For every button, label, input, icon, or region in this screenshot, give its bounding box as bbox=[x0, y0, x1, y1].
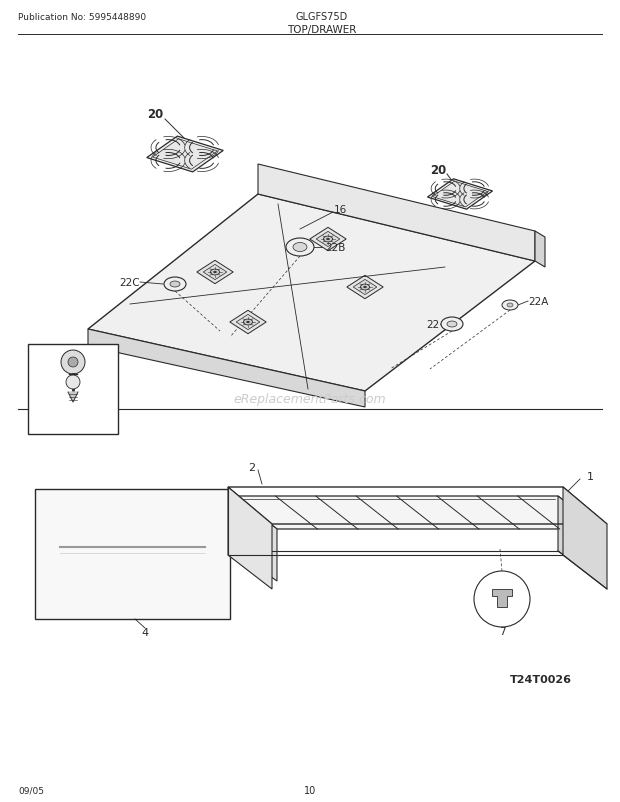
Text: 22A: 22A bbox=[528, 297, 548, 306]
Polygon shape bbox=[88, 330, 365, 407]
Text: GLGFS75D: GLGFS75D bbox=[296, 12, 348, 22]
Ellipse shape bbox=[324, 237, 332, 243]
Polygon shape bbox=[197, 261, 233, 285]
Text: 4: 4 bbox=[141, 627, 149, 638]
Text: 7: 7 bbox=[498, 626, 505, 636]
Text: 16: 16 bbox=[334, 205, 347, 215]
Text: 10: 10 bbox=[304, 785, 316, 795]
Text: 88: 88 bbox=[45, 350, 61, 359]
Ellipse shape bbox=[507, 304, 513, 308]
Polygon shape bbox=[492, 589, 512, 607]
Polygon shape bbox=[427, 180, 492, 210]
Text: 2: 2 bbox=[249, 463, 255, 472]
Polygon shape bbox=[432, 182, 488, 208]
Polygon shape bbox=[535, 232, 545, 268]
Text: 20: 20 bbox=[147, 108, 163, 121]
Ellipse shape bbox=[293, 243, 307, 252]
Ellipse shape bbox=[441, 318, 463, 331]
Text: 20: 20 bbox=[430, 164, 446, 176]
Text: 22: 22 bbox=[427, 320, 440, 330]
Polygon shape bbox=[203, 265, 227, 280]
Polygon shape bbox=[68, 392, 78, 403]
Ellipse shape bbox=[244, 320, 252, 326]
Polygon shape bbox=[35, 489, 230, 619]
Ellipse shape bbox=[286, 239, 314, 257]
Polygon shape bbox=[147, 137, 223, 172]
Polygon shape bbox=[88, 195, 535, 391]
Polygon shape bbox=[558, 496, 600, 581]
Polygon shape bbox=[563, 488, 607, 589]
Polygon shape bbox=[230, 311, 266, 334]
Ellipse shape bbox=[327, 239, 329, 241]
Ellipse shape bbox=[360, 285, 370, 290]
Text: 22B: 22B bbox=[325, 243, 345, 253]
Polygon shape bbox=[235, 496, 277, 581]
Polygon shape bbox=[310, 228, 346, 251]
Text: 22C: 22C bbox=[120, 277, 140, 288]
Ellipse shape bbox=[363, 286, 366, 289]
Polygon shape bbox=[153, 140, 218, 170]
Text: Publication No: 5995448890: Publication No: 5995448890 bbox=[18, 13, 146, 22]
Text: 1: 1 bbox=[587, 472, 593, 481]
Text: TOP/DRAWER: TOP/DRAWER bbox=[287, 25, 356, 35]
Ellipse shape bbox=[210, 269, 219, 276]
Ellipse shape bbox=[502, 301, 518, 310]
Circle shape bbox=[474, 571, 530, 627]
Ellipse shape bbox=[247, 322, 249, 323]
Polygon shape bbox=[235, 496, 600, 529]
Ellipse shape bbox=[213, 272, 216, 273]
Text: eReplacementParts.com: eReplacementParts.com bbox=[234, 393, 386, 406]
Ellipse shape bbox=[164, 277, 186, 292]
Polygon shape bbox=[347, 276, 383, 299]
Polygon shape bbox=[316, 232, 340, 247]
Polygon shape bbox=[236, 315, 260, 330]
Ellipse shape bbox=[170, 282, 180, 288]
Circle shape bbox=[68, 358, 78, 367]
Polygon shape bbox=[353, 280, 377, 295]
Text: T24T0026: T24T0026 bbox=[510, 674, 572, 684]
Text: 09/05: 09/05 bbox=[18, 785, 44, 795]
Ellipse shape bbox=[447, 322, 457, 327]
Polygon shape bbox=[228, 488, 272, 589]
Bar bbox=[28, 345, 118, 435]
Circle shape bbox=[66, 375, 80, 390]
Polygon shape bbox=[258, 164, 535, 261]
Circle shape bbox=[61, 350, 85, 375]
